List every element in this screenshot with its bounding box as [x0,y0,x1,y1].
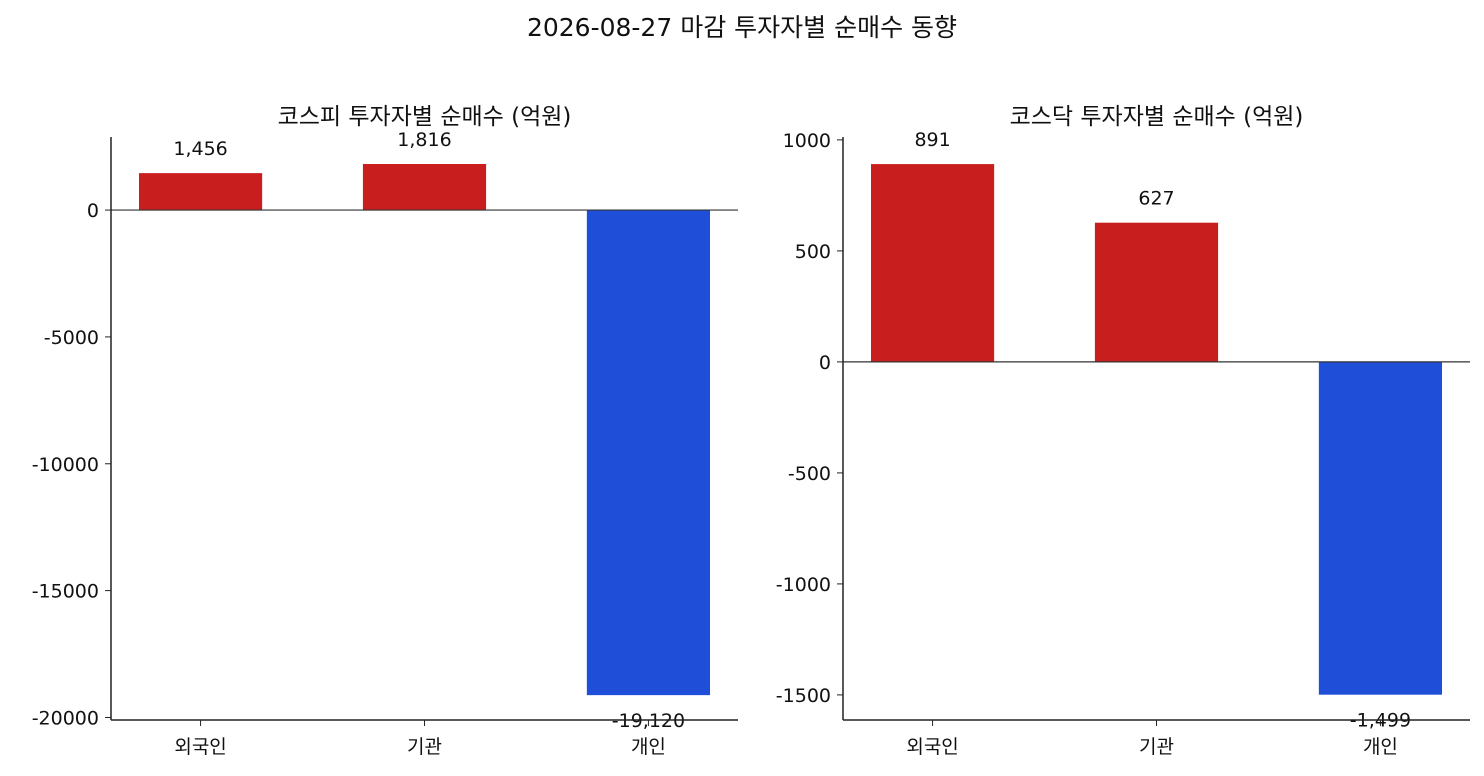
x-tick-label: 개인 [1363,736,1398,758]
y-tick-label: -10000 [32,454,99,476]
y-tick-label: -500 [788,463,831,485]
y-tick-label: 0 [819,352,831,374]
x-tick-label: 외국인 [906,736,958,758]
figure-title: 2026-08-27 마감 투자자별 순매수 동향 [527,13,957,42]
y-tick-label: 1000 [783,130,831,152]
chart-title: 코스피 투자자별 순매수 (억원) [278,104,572,130]
y-tick-label: -1500 [776,685,831,707]
x-tick-label: 개인 [631,736,666,758]
x-tick-label: 기관 [407,736,442,758]
value-label: 891 [914,129,950,151]
bar [586,210,711,696]
y-tick-label: -5000 [44,327,99,349]
value-label: 627 [1138,188,1174,210]
bar [362,163,487,211]
x-tick-label: 외국인 [174,736,226,758]
chart-title: 코스닥 투자자별 순매수 (억원) [1010,104,1304,130]
x-tick-label: 기관 [1139,736,1174,758]
y-tick-label: 500 [795,241,831,263]
bar [870,164,995,362]
y-tick-label: 0 [87,200,99,222]
y-tick-label: -20000 [32,707,99,729]
value-label: 1,816 [397,129,451,151]
value-label: 1,456 [173,138,227,160]
y-tick-label: -1000 [776,574,831,596]
y-tick-label: -15000 [32,581,99,603]
bar [1318,361,1443,695]
bar [138,173,263,211]
bar [1094,222,1219,362]
